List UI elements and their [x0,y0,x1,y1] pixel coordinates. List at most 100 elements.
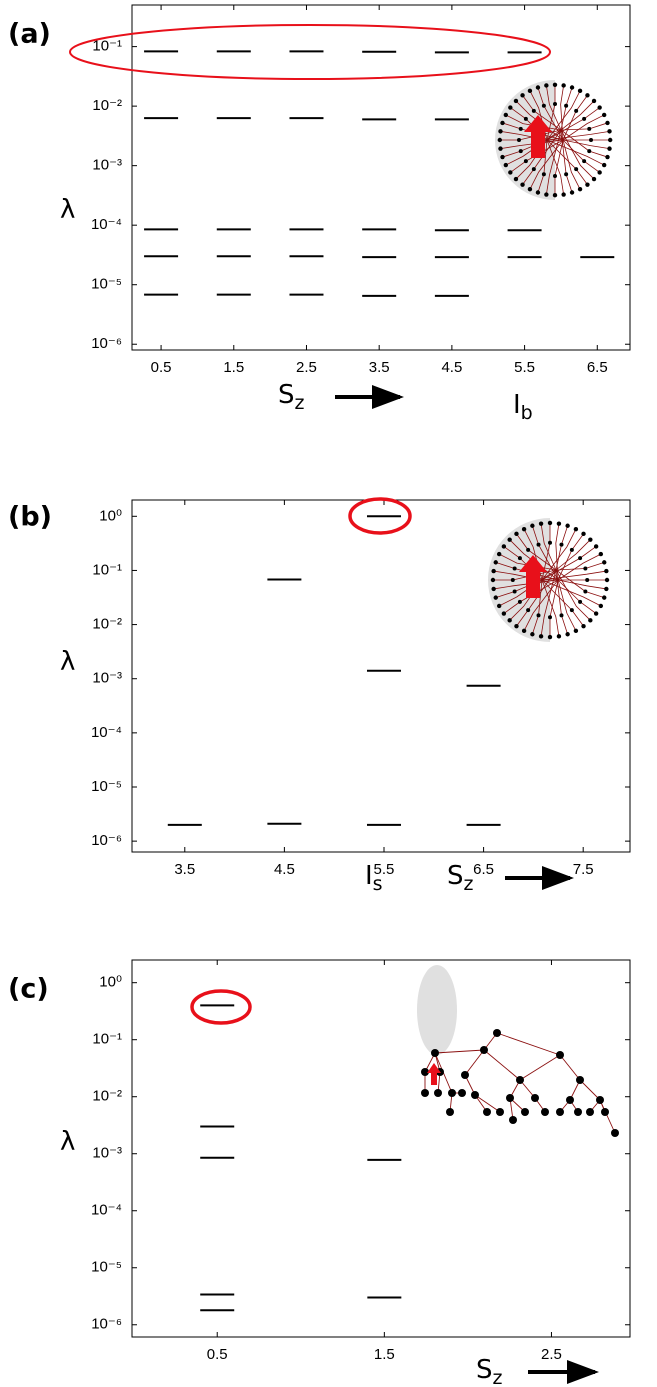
x-tick-label: 0.5 [151,359,172,376]
inset-node [506,1094,514,1102]
inset-node [531,108,536,113]
inset-node [520,182,525,187]
inset-node [493,1029,501,1037]
inset-branch [540,569,557,637]
annotation-sub: b [521,402,533,424]
y-tick-label: 10⁻⁶ [91,335,122,352]
inset-arrow [519,555,547,598]
inset-node [565,523,570,528]
inset-node [512,566,517,571]
inset-node [547,520,553,526]
inset-branch [546,139,565,195]
inset-node [548,615,552,620]
inset-node [535,190,541,195]
inset-branch [434,1049,485,1054]
x-tick-label: 2.5 [296,359,317,376]
inset-node [585,578,590,582]
inset-node [552,193,558,198]
inset-arrow [524,115,552,158]
x-axis-label: Sz [447,861,474,895]
inset-node [608,137,613,143]
inset-branch [562,114,605,141]
inset-node [573,628,579,634]
inset-node [507,537,512,542]
inset-node [461,1071,469,1079]
y-tick-label: 10⁻⁵ [91,778,122,795]
inset-node [602,560,607,565]
inset-node [431,1049,439,1057]
inset-node [585,93,590,98]
inset-node [574,1108,582,1116]
inset-node [536,542,541,547]
y-axis-label: λ [60,647,75,677]
inset-node [597,170,602,175]
inset-branch [562,139,581,190]
inset-node [526,608,531,613]
x-tick-label: 1.5 [374,1346,395,1363]
inset-node [583,589,588,594]
inset-node [585,182,590,187]
inset-branch [523,579,559,632]
y-tick-label: 10⁻¹ [92,561,122,578]
y-tick-label: 10⁻⁵ [91,276,122,293]
inset-node [593,544,599,549]
inset-node [602,595,607,600]
inset-node [547,634,553,640]
inset-node [564,103,569,108]
inset-node [578,599,583,604]
y-tick-label: 10⁻⁴ [91,1202,122,1219]
inset-branch [509,539,559,581]
inset-branch [560,85,565,141]
inset-node [552,82,558,88]
x-axis-label-main: S [476,1355,493,1385]
x-tick-label: 5.5 [374,861,395,878]
x-tick-label: 2.5 [541,1346,562,1363]
inset-node [498,129,503,134]
inset-branch [546,130,610,141]
inset-node [521,1108,529,1116]
inset-node [601,1108,609,1116]
inset-node [500,120,505,126]
inset-node [497,137,502,143]
y-tick-label: 10⁻³ [92,670,122,687]
inset-node [535,85,541,90]
inset-node [512,589,517,594]
inset-node [581,623,586,629]
inset-node [526,547,531,552]
inset-node [591,176,597,182]
inset-branch [515,100,564,141]
inset-node [573,526,579,532]
inset-node [520,93,525,98]
inset-node [566,1096,574,1104]
inset-node [587,149,592,154]
inset-node [561,192,566,197]
y-axis-label: λ [60,195,75,225]
inset-arrow [427,1063,441,1085]
inset-node [561,83,566,88]
x-tick-label: 0.5 [207,1346,228,1363]
inset-branch [557,579,577,632]
x-axis-label: Sz [476,1355,503,1387]
inset-node [421,1089,429,1097]
y-tick-label: 10⁰ [99,507,122,524]
inset-node [607,146,612,151]
inset-node [530,523,535,528]
inset-node [510,578,515,582]
inset-node [536,613,541,618]
inset-branch [579,1079,601,1101]
inset-branch [555,569,605,599]
x-tick-label: 4.5 [441,359,462,376]
inset-node [559,613,564,618]
plot-frame [131,499,631,853]
inset-node [591,98,597,104]
inset-node [607,129,612,134]
inset-node [496,603,502,609]
inset-node [559,542,564,547]
inset-node [589,138,593,142]
inset-node [434,1089,442,1097]
x-tick-label: 5.5 [514,359,535,376]
inset-node [544,83,549,88]
inset-node [538,634,544,639]
y-tick-label: 10⁻⁴ [91,724,122,741]
